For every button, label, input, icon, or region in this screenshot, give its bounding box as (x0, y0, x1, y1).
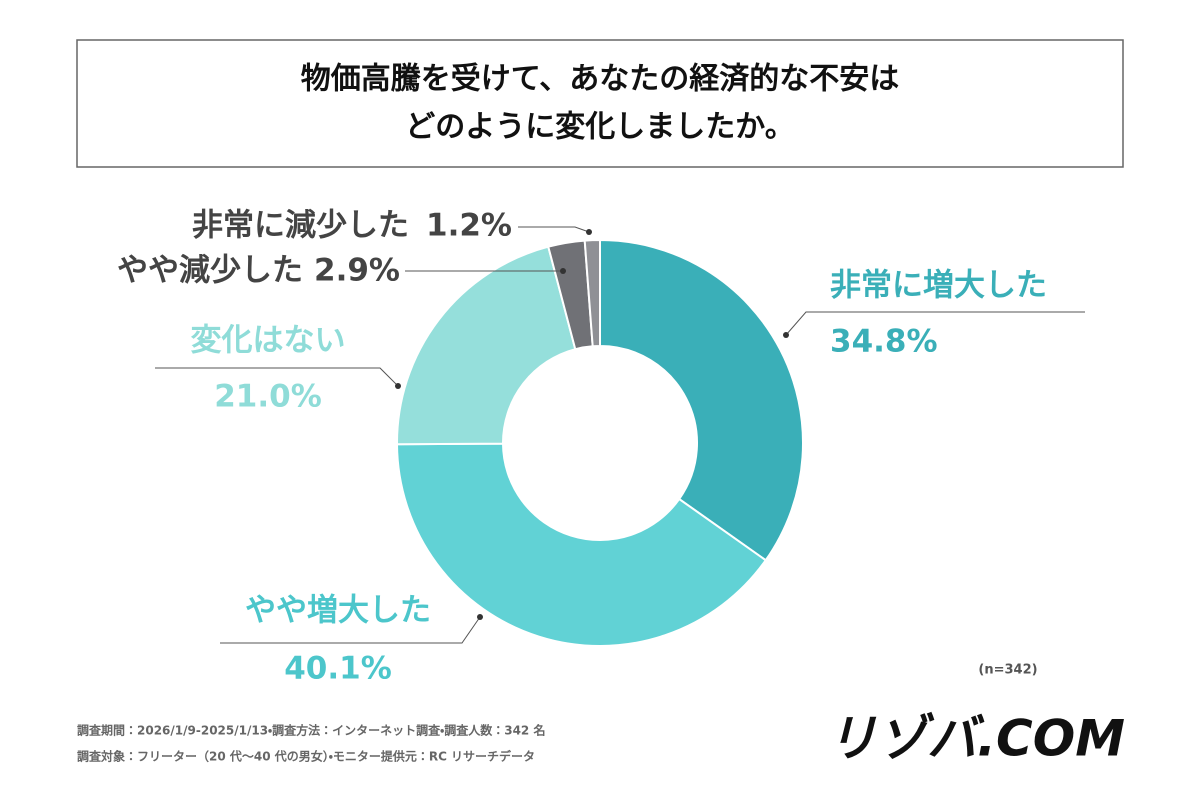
chart-title: どのように変化しましたか。 (405, 110, 794, 145)
value-label: 21.0% (214, 379, 322, 415)
logo: リゾバ.COM (827, 710, 1125, 768)
footnote: 調査期間：2026/1/9-2025/1/13・調査方法：インターネット調査・調… (77, 723, 545, 738)
leader-line (518, 226, 590, 233)
category-label: 変化はない (191, 323, 346, 359)
leader-dot (783, 332, 789, 338)
leader-dot (560, 268, 566, 274)
sample-note: (n=342) (978, 663, 1037, 678)
category-label: やや減少した (117, 253, 303, 289)
leader-dot (477, 614, 483, 620)
value-label: 34.8% (830, 324, 938, 360)
category-label: 非常に増大した (830, 268, 1047, 304)
donut-slice (395, 442, 768, 647)
leader-line (220, 616, 481, 644)
leader-line (155, 367, 399, 387)
value-label: 2.9% (314, 253, 400, 289)
leader-dot (395, 383, 401, 389)
leader-line (785, 311, 1085, 336)
donut-slice (599, 238, 804, 562)
value-label: 40.1% (284, 651, 392, 687)
category-label: 非常に減少した (192, 208, 409, 244)
value-label: 1.2% (426, 208, 512, 244)
title-box (76, 39, 1124, 168)
footnote: 調査対象：フリーター（20 代〜40 代の男女）・モニター提供元：RC リサーチ… (77, 749, 535, 764)
category-label: やや増大した (245, 593, 431, 629)
donut-slice (396, 245, 577, 446)
donut-slice (583, 238, 601, 348)
leader-dot (586, 229, 592, 235)
chart-title: 物価高騰を受けて、あなたの経済的な不安は (301, 62, 900, 97)
